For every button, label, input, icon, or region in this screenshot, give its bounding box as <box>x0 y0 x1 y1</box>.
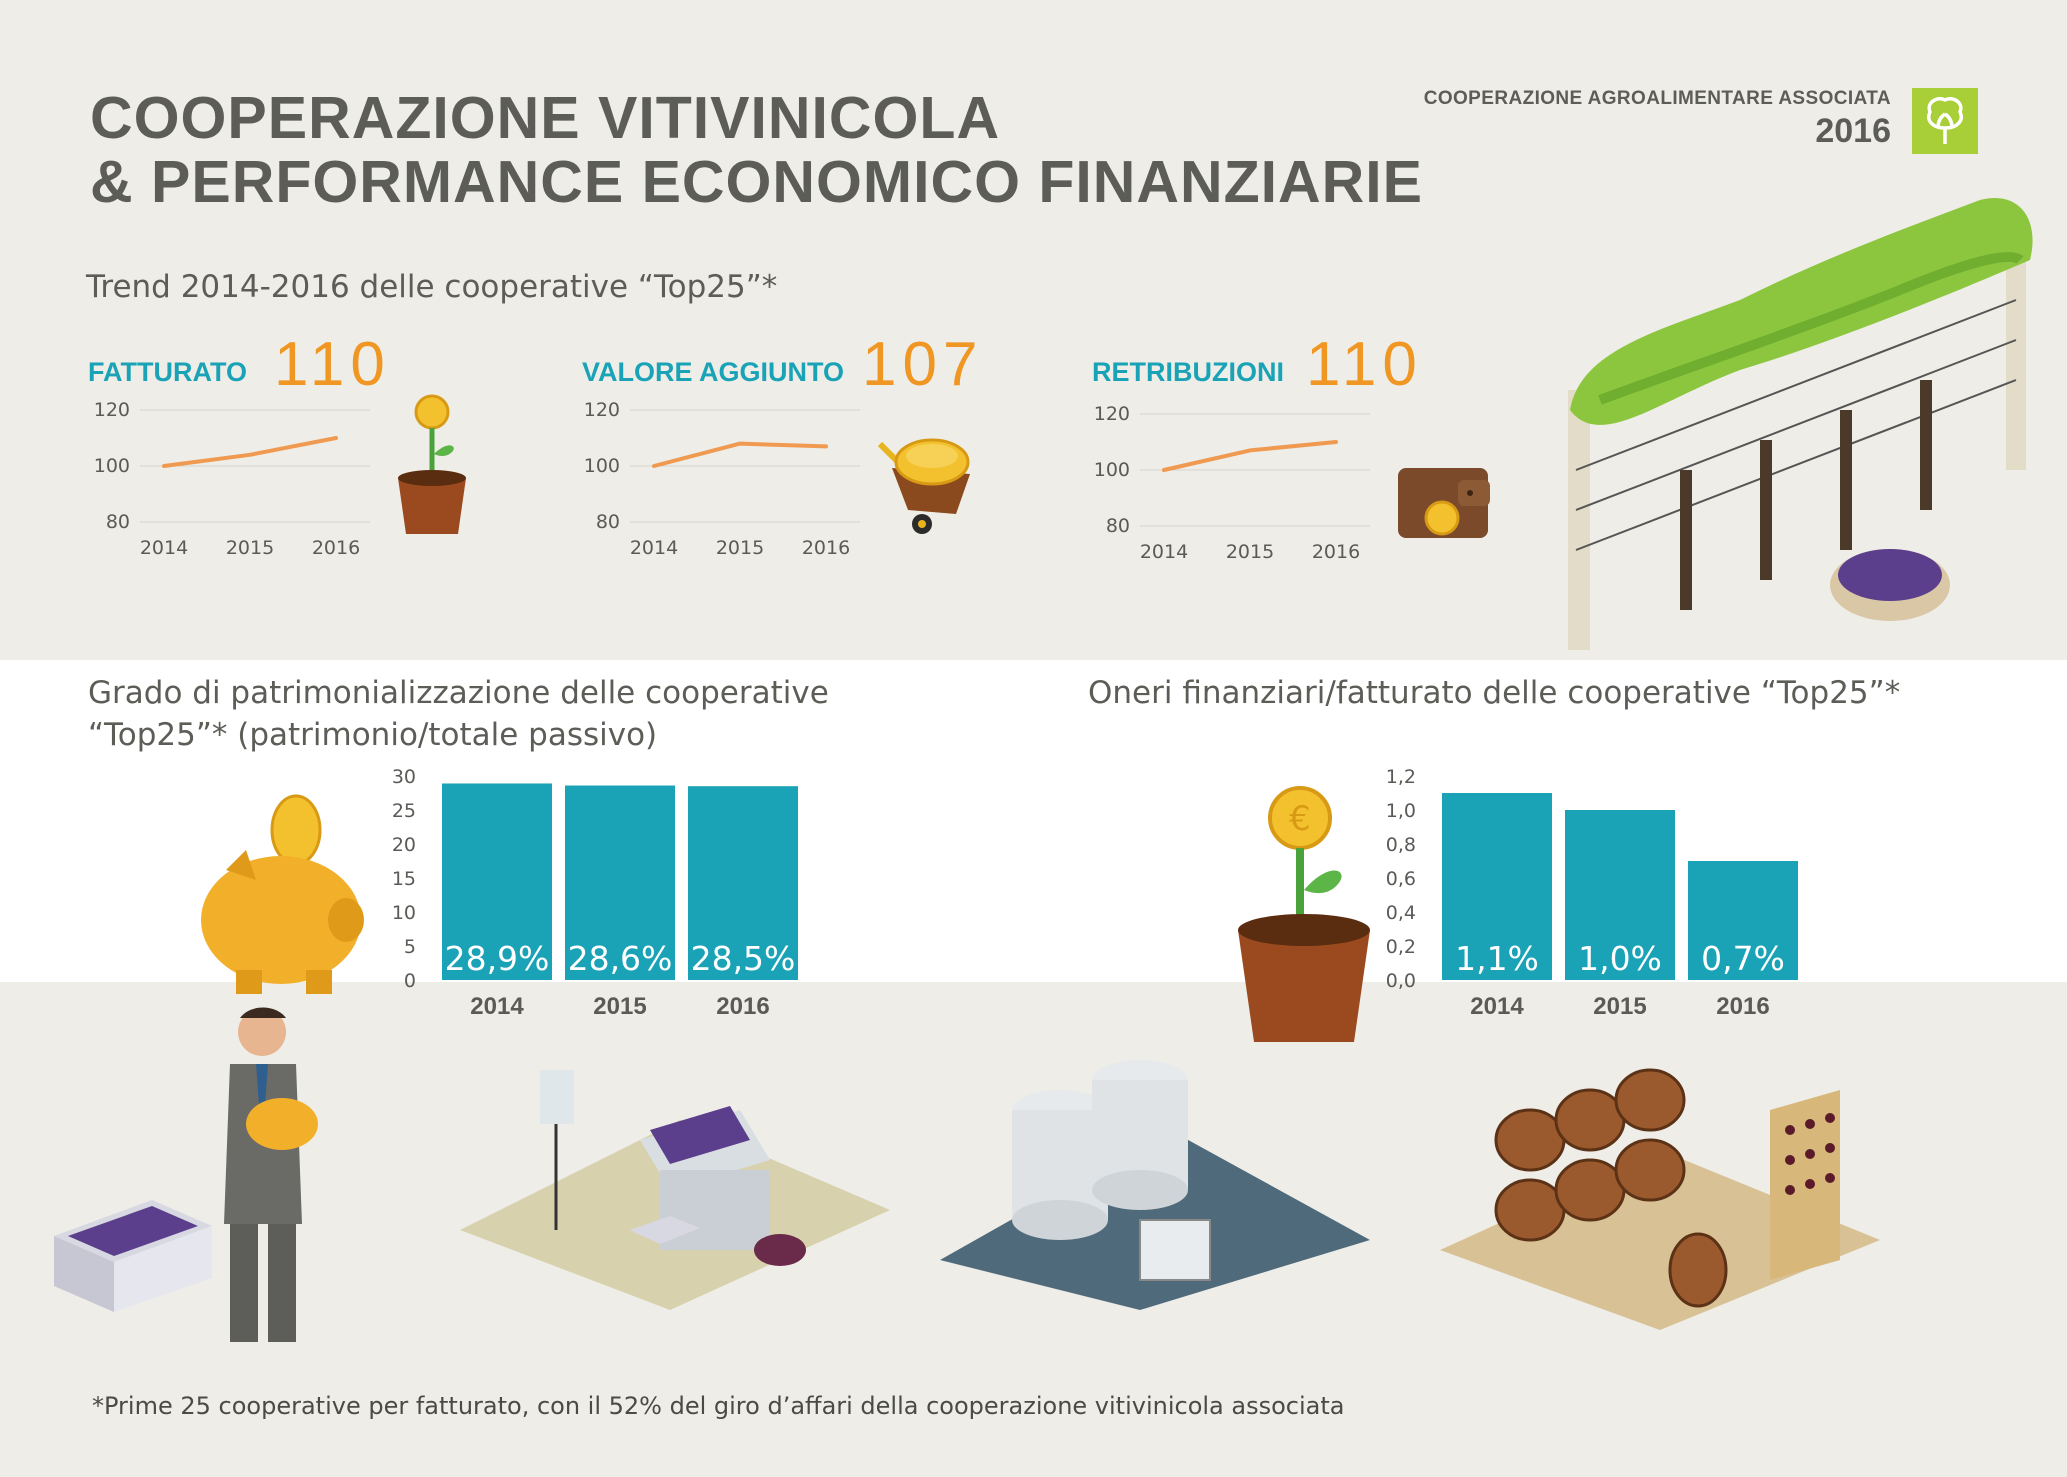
bar <box>442 783 552 980</box>
y-tick-label: 80 <box>596 511 620 533</box>
bar <box>565 785 675 980</box>
y-tick-label: 100 <box>1094 459 1130 481</box>
y-tick-label: 0,4 <box>1386 902 1416 924</box>
footnote: *Prime 25 cooperative per fatturato, con… <box>92 1392 1345 1420</box>
bar-value-label: 28,9% <box>445 939 550 978</box>
piggy-bank-icon <box>201 794 364 994</box>
bar <box>1688 861 1798 980</box>
coin-flower-pot-icon <box>398 394 466 534</box>
kpi-label-valore-aggiunto: VALORE AGGIUNTO <box>582 357 845 387</box>
x-tick-label: 2016 <box>1716 993 1769 1020</box>
y-tick-label: 25 <box>392 800 416 822</box>
x-tick-label: 2016 <box>1312 541 1360 563</box>
y-tick-label: 1,0 <box>1386 800 1416 822</box>
y-tick-label: 15 <box>392 868 416 890</box>
businessman-icon <box>224 1007 318 1342</box>
svg-text:€: € <box>1289 799 1311 839</box>
y-tick-label: 100 <box>94 455 130 477</box>
bar-value-label: 28,5% <box>691 939 796 978</box>
brand-year: 2016 <box>1815 112 1891 150</box>
title-line-2: & PERFORMANCE ECONOMICO FINANZIARIE <box>90 149 1423 215</box>
trend-subtitle: Trend 2014-2016 delle cooperative “Top25… <box>86 269 778 305</box>
oneri-bar-chart: 1,2 1,0 0,8 0,6 0,4 0,2 0,0 1,1% 2014 1,0% 2015 0,7… <box>1386 766 1798 1020</box>
tree-logo-icon <box>1912 88 1978 154</box>
y-tick-label: 120 <box>1094 403 1130 425</box>
patrimonio-subtitle: Grado di patrimonializzazione delle coop… <box>88 672 829 756</box>
grape-basket-icon <box>54 1200 212 1312</box>
bar <box>1442 793 1552 980</box>
bar <box>1565 810 1675 980</box>
kpi-value-valore-aggiunto: 107 <box>862 330 984 399</box>
bar <box>688 786 798 980</box>
x-tick-label: 2015 <box>226 537 274 559</box>
series-line <box>652 441 828 468</box>
y-tick-label: 80 <box>106 511 130 533</box>
bar-value-label: 28,6% <box>568 939 673 978</box>
x-tick-label: 2015 <box>1593 993 1646 1020</box>
y-tick-label: 0,8 <box>1386 834 1416 856</box>
y-tick-label: 5 <box>404 936 416 958</box>
bar-value-label: 1,1% <box>1455 939 1539 978</box>
y-tick-label: 0,6 <box>1386 868 1416 890</box>
y-tick-label: 10 <box>392 902 416 924</box>
x-tick-label: 2014 <box>470 993 524 1020</box>
patrimonio-subtitle-line-2: “Top25”* (patrimonio/totale passivo) <box>88 717 658 753</box>
x-tick-label: 2016 <box>312 537 360 559</box>
y-tick-label: 120 <box>584 399 620 421</box>
y-tick-label: 100 <box>584 455 620 477</box>
x-tick-label: 2015 <box>716 537 764 559</box>
y-tick-label: 30 <box>392 766 416 788</box>
fatturato-line-chart: 120 100 80 2014 2015 2016 <box>94 399 370 559</box>
y-tick-label: 0 <box>404 970 416 992</box>
steel-tanks-icon <box>940 1060 1370 1310</box>
page-title: COOPERAZIONE VITIVINICOLA & PERFORMANCE … <box>90 86 1423 214</box>
y-tick-label: 20 <box>392 834 416 856</box>
x-tick-label: 2016 <box>716 993 769 1020</box>
vineyard-icon <box>1568 198 2033 650</box>
x-tick-label: 2014 <box>630 537 678 559</box>
bar-value-label: 0,7% <box>1701 939 1785 978</box>
patrimonio-subtitle-line-1: Grado di patrimonializzazione delle coop… <box>88 675 829 711</box>
crusher-machine-icon <box>460 1070 890 1310</box>
brand-block: COOPERAZIONE AGROALIMENTARE ASSOCIATA 20… <box>1424 88 1891 151</box>
title-line-1: COOPERAZIONE VITIVINICOLA <box>90 85 1001 151</box>
valore-aggiunto-line-chart: 120 100 80 2014 2015 2016 <box>584 399 860 559</box>
y-tick-label: 120 <box>94 399 130 421</box>
bar-value-label: 1,0% <box>1578 939 1662 978</box>
coin-wheelbarrow-icon <box>877 438 970 534</box>
x-tick-label: 2014 <box>140 537 188 559</box>
y-tick-label: 1,2 <box>1386 766 1416 788</box>
kpi-label-retribuzioni: RETRIBUZIONI <box>1092 357 1284 387</box>
x-tick-label: 2016 <box>802 537 850 559</box>
wallet-coin-icon <box>1398 468 1490 538</box>
y-tick-label: 80 <box>1106 515 1130 537</box>
kpi-value-retribuzioni: 110 <box>1306 330 1423 399</box>
series-line <box>162 436 338 468</box>
x-tick-label: 2015 <box>593 993 646 1020</box>
barrel-cellar-icon <box>1440 1068 1880 1330</box>
retribuzioni-line-chart: 120 100 80 2014 2015 2016 <box>1094 403 1370 563</box>
brand-name: COOPERAZIONE AGROALIMENTARE ASSOCIATA <box>1423 88 1891 109</box>
x-tick-label: 2015 <box>1226 541 1274 563</box>
y-tick-label: 0,0 <box>1386 970 1416 992</box>
coin-flower-pot-icon: € <box>1238 786 1370 1042</box>
x-tick-label: 2014 <box>1470 993 1524 1020</box>
y-tick-label: 0,2 <box>1386 936 1416 958</box>
oneri-subtitle: Oneri finanziari/fatturato delle coopera… <box>1088 675 1901 711</box>
series-line <box>1162 440 1338 472</box>
kpi-label-fatturato: FATTURATO <box>88 357 247 387</box>
x-tick-label: 2014 <box>1140 541 1188 563</box>
kpi-value-fatturato: 110 <box>274 330 391 399</box>
